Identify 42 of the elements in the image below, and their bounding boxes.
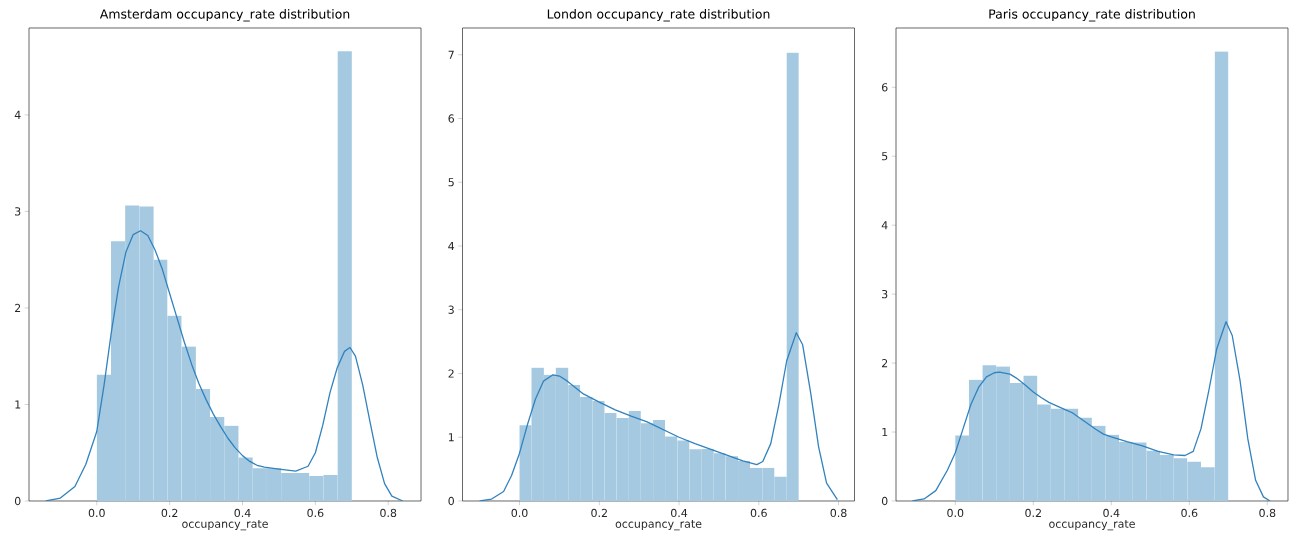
chart-title: Paris occupancy_rate distribution	[989, 9, 1195, 22]
y-tick-label: 5	[448, 178, 454, 187]
chart-title: Amsterdam occupancy_rate distribution	[99, 9, 350, 22]
x-tick-label: 0.0	[947, 508, 964, 518]
x-tick-label: 0.4	[671, 508, 688, 518]
x-tick-label: 0.2	[1025, 508, 1041, 518]
y-tick-label: 1	[15, 400, 21, 409]
x-axis-title: occupancy_rate	[615, 519, 702, 531]
y-tick-label: 6	[448, 114, 455, 123]
y-tick-label: 0	[881, 496, 888, 506]
y-tick-label: 2	[15, 303, 21, 313]
x-tick-label: 0.2	[161, 508, 178, 518]
x-axis-title: occupancy_rate	[182, 519, 268, 531]
y-tick-label: 4	[448, 242, 455, 251]
chart-title: London occupancy_rate distribution	[547, 9, 770, 22]
y-tick-label: 0	[14, 496, 21, 506]
y-tick-label: 3	[882, 289, 888, 299]
x-tick-label: 0.4	[1103, 508, 1120, 518]
y-tick-label: 3	[448, 305, 454, 314]
x-tick-label: 0.2	[591, 508, 607, 518]
x-tick-label: 0.6	[307, 508, 324, 518]
x-tick-label: 0.6	[1181, 508, 1198, 518]
x-tick-label: 0.0	[88, 508, 105, 518]
x-tick-label: 0.0	[511, 508, 528, 518]
x-axis-title: occupancy_rate	[1049, 519, 1135, 531]
y-tick-label: 1	[448, 433, 454, 442]
y-tick-label: 2	[448, 369, 454, 378]
y-tick-label: 0	[448, 496, 454, 506]
x-tick-label: 0.6	[750, 508, 767, 518]
y-tick-label: 2	[882, 359, 888, 368]
y-tick-label: 4	[881, 221, 888, 230]
x-tick-label: 0.8	[830, 508, 847, 518]
y-tick-label: 7	[448, 50, 454, 59]
line-series	[45, 230, 404, 501]
x-tick-label: 0.8	[380, 508, 397, 518]
x-tick-label: 0.4	[234, 508, 251, 518]
x-tick-label: 0.8	[1259, 508, 1276, 518]
y-tick-label: 6	[881, 83, 888, 92]
y-tick-label: 3	[15, 207, 21, 216]
y-tick-label: 1	[882, 428, 888, 437]
y-tick-label: 5	[882, 152, 888, 161]
y-tick-label: 4	[14, 110, 21, 119]
